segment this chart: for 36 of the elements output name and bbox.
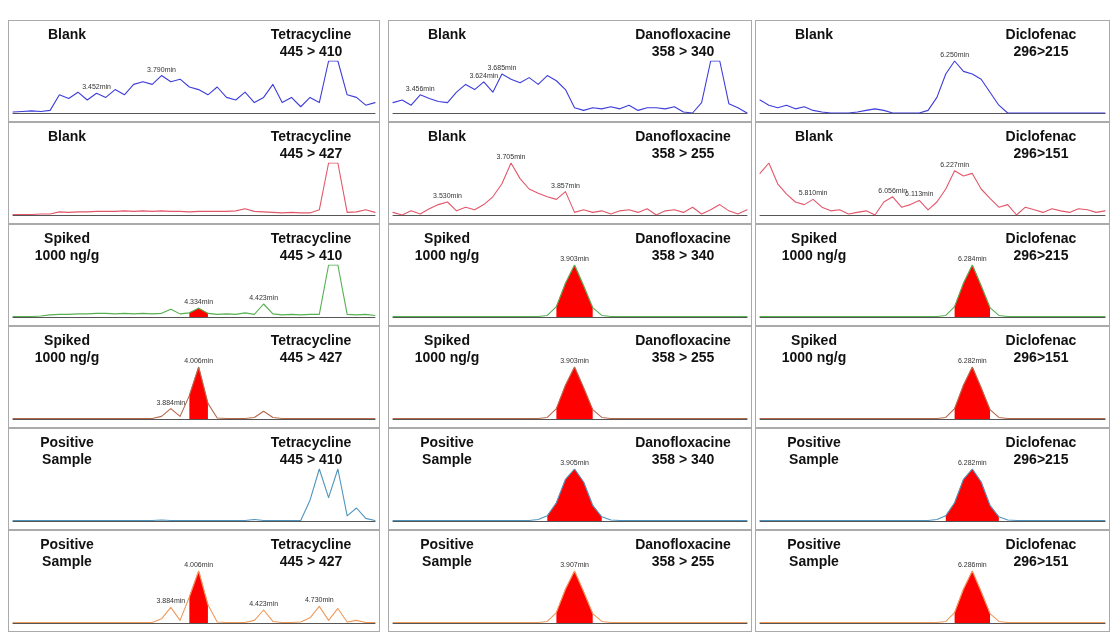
text: Spiked 1000 ng/g (414, 229, 480, 263)
text: Diclofenac 296>151 (1005, 127, 1077, 161)
text: Spiked 1000 ng/g (781, 229, 847, 263)
text: Blank (427, 25, 467, 42)
text: Diclofenac 296>151 (1005, 535, 1077, 569)
text: Danofloxacine 358 > 340 (635, 433, 732, 467)
text: Tetracycline 445 > 410 (270, 25, 352, 59)
text: Positive Sample (40, 433, 95, 467)
text: Positive Sample (40, 535, 95, 569)
text: Tetracycline 445 > 427 (270, 127, 352, 161)
text: Diclofenac 296>151 (1005, 331, 1077, 365)
text: Diclofenac 296>215 (1005, 433, 1077, 467)
text: Spiked 1000 ng/g (781, 331, 847, 365)
text: Positive Sample (420, 535, 475, 569)
text: Spiked 1000 ng/g (414, 331, 480, 365)
text: Danofloxacine 358 > 255 (635, 535, 732, 569)
text: Blank (427, 127, 467, 144)
text: Danofloxacine 358 > 255 (635, 127, 732, 161)
text: Blank (794, 25, 834, 42)
text: Blank (794, 127, 834, 144)
text: Danofloxacine 358 > 255 (635, 331, 732, 365)
text: Positive Sample (787, 433, 842, 467)
text: Diclofenac 296>215 (1005, 25, 1077, 59)
text: Blank (47, 127, 87, 144)
text: Spiked 1000 ng/g (34, 331, 100, 365)
text: Blank (47, 25, 87, 42)
text: Danofloxacine 358 > 340 (635, 229, 732, 263)
text: Diclofenac 296>215 (1005, 229, 1077, 263)
text: Tetracycline 445 > 427 (270, 331, 352, 365)
text: Tetracycline 445 > 427 (270, 535, 352, 569)
text: Tetracycline 445 > 410 (270, 229, 352, 263)
text: Tetracycline 445 > 410 (270, 433, 352, 467)
text: Danofloxacine 358 > 340 (635, 25, 732, 59)
text: Positive Sample (420, 433, 475, 467)
text: Positive Sample (787, 535, 842, 569)
text: Spiked 1000 ng/g (34, 229, 100, 263)
